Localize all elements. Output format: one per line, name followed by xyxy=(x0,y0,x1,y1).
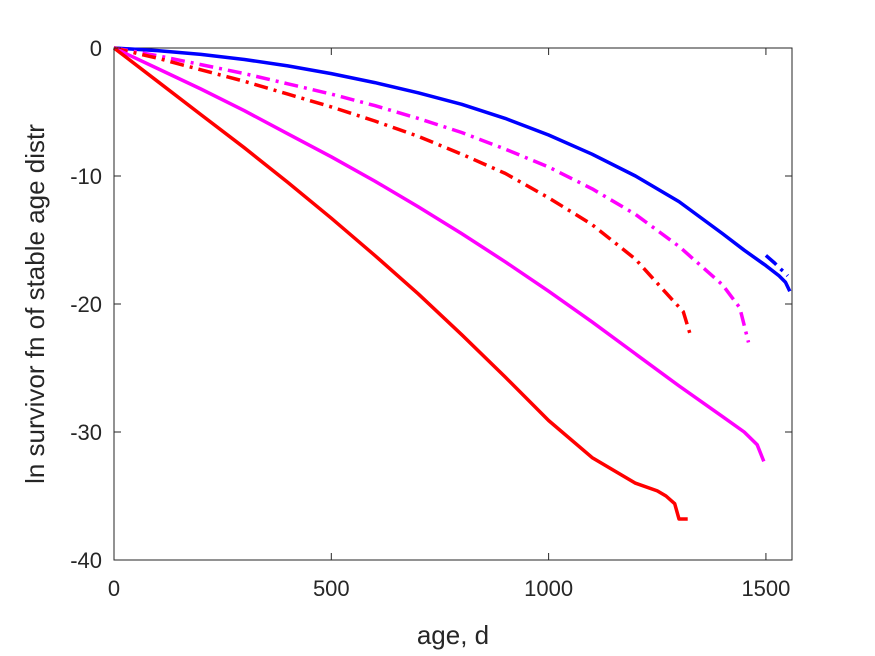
y-tick-label: -40 xyxy=(70,548,102,573)
y-tick-label: -30 xyxy=(70,420,102,445)
series-line-1 xyxy=(113,46,792,292)
series-line-2 xyxy=(764,254,790,277)
x-tick-label: 1500 xyxy=(741,576,790,601)
x-tick-label: 1000 xyxy=(524,576,573,601)
series-layer xyxy=(112,46,792,521)
y-tick-label: -20 xyxy=(70,292,102,317)
y-axis-label: ln survivor fn of stable age distr xyxy=(20,124,50,484)
series-line-3 xyxy=(113,46,751,343)
x-tick-label: 0 xyxy=(108,576,120,601)
series-line-4 xyxy=(113,46,692,334)
series-line-5 xyxy=(113,46,766,463)
series-line-6 xyxy=(112,46,688,521)
x-axis-label: age, d xyxy=(417,620,489,650)
x-tick-label: 500 xyxy=(313,576,350,601)
ticks-layer: 0 500 1000 1500 0 -10 -20 -30 -40 xyxy=(70,36,792,601)
y-tick-label: 0 xyxy=(90,36,102,61)
y-tick-label: -10 xyxy=(70,164,102,189)
